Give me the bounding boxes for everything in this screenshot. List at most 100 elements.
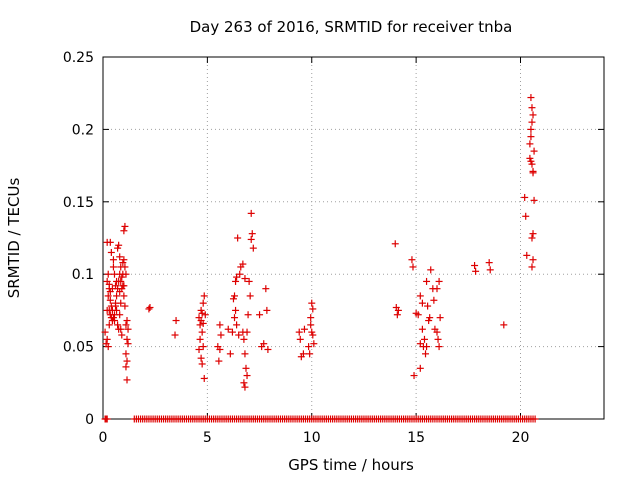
data-points bbox=[101, 94, 539, 423]
data-point bbox=[299, 350, 307, 358]
data-point bbox=[391, 240, 399, 248]
data-point bbox=[247, 209, 255, 217]
data-point bbox=[472, 267, 480, 275]
data-point bbox=[235, 331, 243, 339]
data-point bbox=[199, 299, 207, 307]
x-tick-label: 0 bbox=[99, 430, 108, 446]
data-point bbox=[106, 296, 114, 304]
data-point bbox=[124, 340, 132, 348]
data-point bbox=[420, 335, 428, 343]
data-point bbox=[171, 331, 179, 339]
data-point bbox=[241, 275, 249, 283]
data-point bbox=[231, 314, 239, 322]
data-point bbox=[109, 263, 117, 271]
data-point bbox=[122, 350, 130, 358]
data-point bbox=[296, 335, 304, 343]
data-point bbox=[145, 305, 153, 313]
data-point bbox=[116, 288, 124, 296]
data-point bbox=[201, 311, 209, 319]
data-point bbox=[116, 253, 124, 261]
data-point bbox=[118, 273, 126, 281]
data-point bbox=[433, 328, 441, 336]
data-point bbox=[198, 328, 206, 336]
data-point bbox=[198, 309, 206, 317]
data-point bbox=[123, 376, 131, 384]
data-point bbox=[117, 299, 125, 307]
data-point bbox=[103, 415, 111, 423]
y-tick-label: 0.1 bbox=[72, 267, 94, 283]
data-point bbox=[120, 282, 128, 290]
data-point bbox=[226, 350, 234, 358]
data-point bbox=[108, 317, 116, 325]
y-axis-label: SRMTID / TECUs bbox=[5, 178, 23, 299]
data-point bbox=[121, 302, 129, 310]
data-point bbox=[522, 212, 530, 220]
data-point bbox=[120, 227, 128, 235]
data-point bbox=[308, 299, 316, 307]
data-point bbox=[523, 251, 531, 259]
data-point bbox=[231, 292, 239, 300]
data-point bbox=[409, 263, 417, 271]
data-point bbox=[410, 372, 418, 380]
data-point bbox=[528, 104, 536, 112]
data-point bbox=[113, 306, 121, 314]
data-point bbox=[200, 292, 208, 300]
data-point bbox=[436, 314, 444, 322]
data-point bbox=[104, 270, 112, 278]
data-point bbox=[239, 260, 247, 268]
data-point bbox=[122, 270, 130, 278]
data-point bbox=[416, 364, 424, 372]
data-point bbox=[112, 302, 120, 310]
data-point bbox=[248, 230, 256, 238]
data-point bbox=[104, 343, 112, 351]
data-point bbox=[114, 321, 122, 329]
data-point bbox=[200, 374, 208, 382]
data-point bbox=[247, 235, 255, 243]
x-tick-label: 20 bbox=[512, 430, 530, 446]
y-tick-label: 0 bbox=[85, 412, 94, 428]
data-point bbox=[234, 234, 242, 242]
data-point bbox=[146, 304, 154, 312]
data-point bbox=[300, 325, 308, 333]
data-point bbox=[527, 133, 535, 141]
data-point bbox=[530, 147, 538, 155]
data-point bbox=[527, 157, 535, 165]
data-point bbox=[309, 331, 317, 339]
data-point bbox=[246, 292, 254, 300]
data-point bbox=[123, 357, 131, 365]
data-point bbox=[427, 266, 435, 274]
data-point bbox=[197, 354, 205, 362]
data-point bbox=[418, 299, 426, 307]
data-point bbox=[529, 230, 537, 238]
data-point bbox=[305, 343, 313, 351]
x-tick-label: 10 bbox=[303, 430, 321, 446]
data-point bbox=[232, 306, 240, 314]
y-tick-label: 0.15 bbox=[63, 195, 94, 211]
data-point bbox=[529, 111, 537, 119]
chart-title: Day 263 of 2016, SRMTID for receiver tnb… bbox=[190, 18, 513, 36]
y-tick-label: 0.05 bbox=[63, 340, 94, 356]
data-point bbox=[241, 350, 249, 358]
data-point bbox=[107, 248, 115, 256]
data-point bbox=[394, 306, 402, 314]
y-tick-label: 0.25 bbox=[63, 50, 94, 66]
data-point bbox=[422, 350, 430, 358]
data-point bbox=[109, 256, 117, 264]
data-point bbox=[199, 343, 207, 351]
data-point bbox=[295, 328, 303, 336]
data-point bbox=[245, 277, 253, 285]
data-point bbox=[119, 259, 127, 267]
data-point bbox=[521, 193, 529, 201]
data-point bbox=[103, 277, 111, 285]
data-point bbox=[243, 328, 251, 336]
data-point bbox=[115, 241, 123, 249]
data-point bbox=[216, 345, 224, 353]
data-point bbox=[106, 238, 114, 246]
data-point bbox=[419, 343, 427, 351]
data-point bbox=[471, 262, 479, 270]
data-point bbox=[105, 321, 113, 329]
data-point bbox=[117, 325, 125, 333]
data-point bbox=[527, 94, 535, 102]
data-point bbox=[393, 311, 401, 319]
